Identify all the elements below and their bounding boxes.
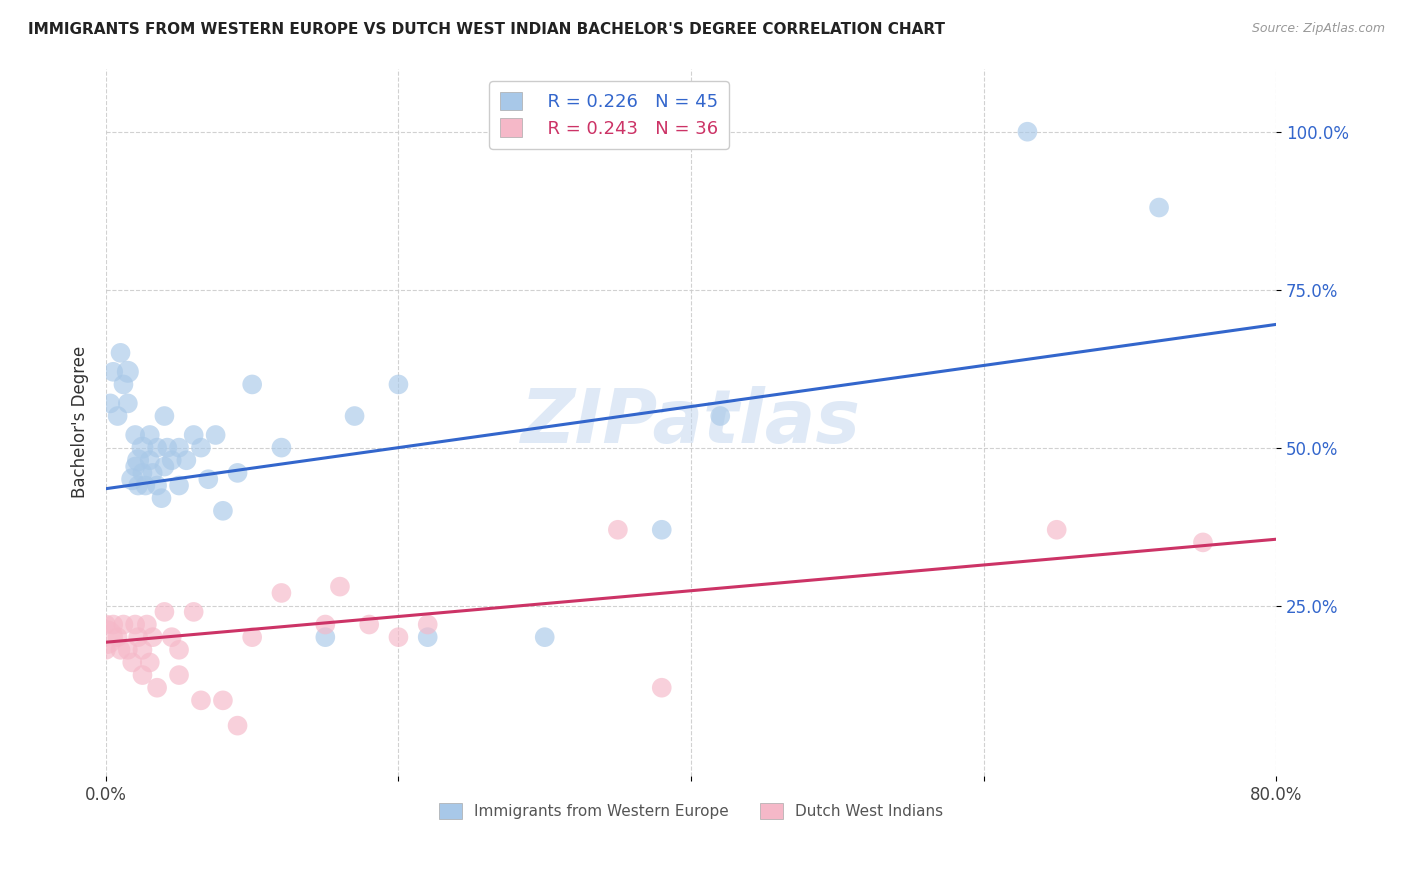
Point (135, 617, 157, 632)
Point (176, 453, 198, 467)
Point (110, 346, 132, 360)
Point (167, 441, 190, 455)
Point (107, 409, 129, 423)
Point (131, 642, 153, 657)
Point (416, 617, 439, 632)
Point (156, 441, 179, 455)
Point (167, 668, 190, 682)
Point (121, 472, 143, 486)
Point (190, 441, 212, 455)
Point (150, 491, 173, 505)
Point (1192, 535, 1215, 549)
Point (103, 365, 125, 379)
Point (606, 523, 628, 537)
Point (131, 668, 153, 682)
Point (183, 428, 205, 442)
Point (139, 453, 162, 467)
Point (153, 409, 176, 423)
Point (270, 441, 292, 455)
Point (142, 466, 165, 480)
Point (160, 630, 183, 644)
Point (94, 617, 117, 632)
Point (197, 472, 219, 486)
Text: Source: ZipAtlas.com: Source: ZipAtlas.com (1251, 22, 1385, 36)
Point (124, 459, 146, 474)
Point (314, 630, 336, 644)
Point (127, 453, 149, 467)
Point (212, 693, 235, 707)
Point (107, 630, 129, 644)
Point (183, 605, 205, 619)
Point (359, 617, 381, 632)
Point (167, 642, 190, 657)
Point (416, 630, 439, 644)
Point (240, 630, 263, 644)
Point (121, 656, 143, 670)
Point (131, 441, 153, 455)
Text: ZIPatlas: ZIPatlas (522, 386, 860, 458)
Point (1017, 125, 1039, 139)
Point (212, 504, 235, 518)
Y-axis label: Bachelor's Degree: Bachelor's Degree (72, 346, 89, 499)
Point (127, 478, 149, 492)
Point (139, 428, 162, 442)
Point (709, 409, 731, 423)
Point (112, 617, 135, 632)
Point (204, 428, 226, 442)
Point (153, 459, 176, 474)
Point (146, 441, 169, 455)
Point (270, 586, 292, 600)
Point (94, 642, 117, 657)
Point (167, 478, 190, 492)
Point (110, 642, 132, 657)
Legend: Immigrants from Western Europe, Dutch West Indians: Immigrants from Western Europe, Dutch We… (433, 797, 949, 825)
Point (533, 630, 555, 644)
Point (329, 580, 352, 594)
Point (240, 377, 263, 392)
Point (146, 478, 169, 492)
Point (153, 605, 176, 619)
Point (160, 453, 183, 467)
Point (94, 630, 117, 644)
Point (387, 377, 409, 392)
Point (226, 718, 249, 732)
Point (1147, 201, 1170, 215)
Point (103, 617, 125, 632)
Point (142, 630, 165, 644)
Point (117, 365, 139, 379)
Point (98, 396, 121, 410)
Point (314, 617, 336, 632)
Point (1046, 523, 1069, 537)
Point (226, 466, 249, 480)
Point (131, 466, 153, 480)
Point (343, 409, 366, 423)
Point (117, 396, 139, 410)
Point (139, 656, 162, 670)
Point (124, 428, 146, 442)
Point (124, 617, 146, 632)
Point (112, 377, 135, 392)
Text: IMMIGRANTS FROM WESTERN EUROPE VS DUTCH WEST INDIAN BACHELOR'S DEGREE CORRELATIO: IMMIGRANTS FROM WESTERN EUROPE VS DUTCH … (28, 22, 945, 37)
Point (190, 693, 212, 707)
Point (387, 630, 409, 644)
Point (127, 630, 149, 644)
Point (651, 681, 673, 695)
Point (117, 642, 139, 657)
Point (134, 478, 156, 492)
Point (651, 523, 673, 537)
Point (146, 681, 169, 695)
